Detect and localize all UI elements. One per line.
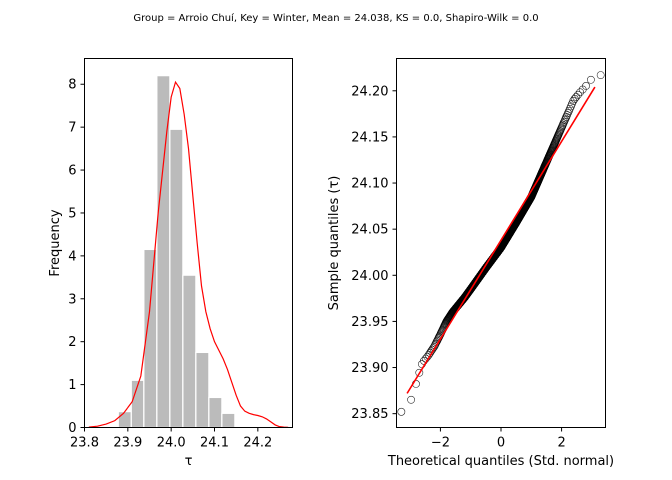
- histogram-bar: [156, 75, 171, 429]
- histogram-y-ticks: 0 1 2 3 4 5 6 7 8: [68, 78, 85, 436]
- histogram-y-tick-label: 2: [68, 335, 76, 350]
- qq-y-tick-label: 24.00: [351, 269, 388, 284]
- kde-curve: [88, 80, 289, 428]
- qq-point: [572, 93, 581, 101]
- qq-point: [564, 109, 572, 117]
- qq-point: [407, 395, 416, 404]
- qq-x-axis-label: Theoretical quantiles (Std. normal): [387, 454, 614, 469]
- qq-point: [554, 130, 563, 139]
- figure-suptitle: Group = Arroio Chuí, Key = Winter, Mean …: [133, 12, 538, 24]
- qq-y-tick-label: 24.15: [351, 130, 388, 145]
- histogram-x-axis-label: τ: [185, 454, 193, 469]
- histogram-x-tick-label: 23.9: [113, 436, 142, 451]
- histogram-y-axis-label: Frequency: [48, 209, 63, 276]
- histogram-axes-frame: [84, 58, 293, 428]
- histogram-y-tick-label: 4: [68, 249, 76, 264]
- histogram-y-tick-label: 1: [68, 378, 76, 393]
- qq-point: [569, 97, 578, 105]
- qq-y-tick-label: 23.85: [351, 407, 388, 422]
- qq-x-tick-label: 0: [497, 436, 505, 451]
- qq-point: [561, 114, 570, 123]
- histogram-y-tick-label: 6: [68, 164, 76, 179]
- histogram-x-tick-label: 24.2: [243, 436, 272, 451]
- histogram-y-tick-label: 3: [68, 292, 76, 307]
- histogram-x-ticks: 23.8 23.9 24.0 24.1 24.2: [70, 427, 272, 451]
- qq-y-tick-label: 24.20: [351, 84, 388, 99]
- qq-point: [555, 129, 564, 138]
- qq-plot-panel: −2 0 2 23.85 23.90 23.95 24.00 24.05 24.10 24.15…: [327, 58, 614, 469]
- histogram-y-tick-label: 0: [68, 421, 76, 436]
- qq-point: [582, 82, 590, 90]
- histogram-bars: [117, 75, 236, 429]
- qq-point: [415, 368, 424, 377]
- qq-reference-line: [406, 86, 596, 394]
- histogram-bar: [117, 411, 132, 429]
- qq-y-tick-label: 23.95: [351, 315, 388, 330]
- histogram-x-tick-label: 23.8: [70, 436, 99, 451]
- qq-point: [560, 116, 569, 125]
- qq-point: [576, 88, 585, 97]
- histogram-y-tick-label: 7: [68, 121, 76, 136]
- qq-point: [574, 90, 582, 99]
- histogram-bar: [195, 351, 210, 429]
- qq-point: [586, 75, 595, 84]
- histogram-x-tick-label: 24.0: [157, 436, 186, 451]
- qq-y-tick-label: 24.10: [351, 177, 388, 192]
- qq-point: [397, 407, 406, 416]
- histogram-panel: 23.8 23.9 24.0 24.1 24.2 0 1 2 3 4 5 6 7 8 τ Frequen…: [48, 58, 293, 469]
- qq-point: [562, 112, 571, 121]
- qq-point: [565, 104, 574, 113]
- qq-y-ticks: 23.85 23.90 23.95 24.00 24.05 24.10 24.15 24.20: [351, 84, 397, 422]
- histogram-bar: [182, 274, 197, 429]
- histogram-bar: [169, 128, 184, 429]
- histogram-x-tick-label: 24.1: [200, 436, 229, 451]
- histogram-y-tick-label: 5: [68, 206, 76, 221]
- qq-point: [564, 107, 573, 115]
- qq-point: [596, 71, 605, 80]
- qq-y-tick-label: 24.05: [351, 223, 388, 238]
- qq-y-axis-label: Sample quantiles (τ): [327, 176, 342, 311]
- histogram-bar: [208, 396, 223, 429]
- histogram-bar: [221, 412, 236, 429]
- histogram-y-tick-label: 8: [68, 78, 76, 93]
- qq-y-tick-label: 23.90: [351, 361, 388, 376]
- qq-x-ticks: −2 0 2: [431, 427, 566, 451]
- qq-x-tick-label: −2: [431, 436, 450, 451]
- qq-x-tick-label: 2: [557, 436, 565, 451]
